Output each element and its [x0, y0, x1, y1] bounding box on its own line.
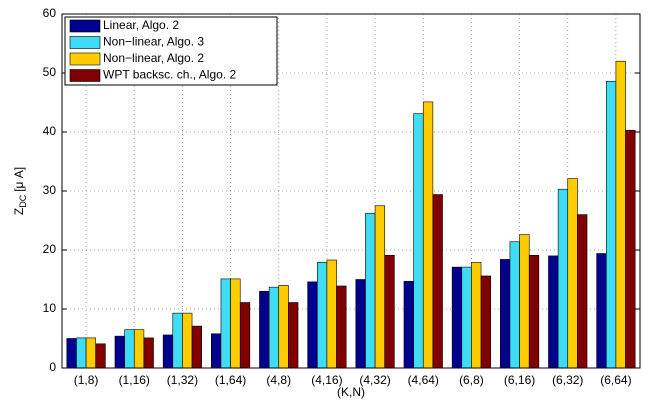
bar: [76, 337, 87, 369]
bar: [66, 338, 77, 369]
y-tick-label: 60: [43, 6, 57, 20]
bar: [451, 266, 463, 369]
bar: [143, 337, 154, 369]
x-tick-label: (1,64): [215, 373, 246, 387]
bar: [114, 335, 125, 369]
legend-label: Non−linear, Algo. 3: [103, 35, 204, 49]
bar: [432, 194, 443, 369]
legend-swatch: [69, 69, 101, 82]
bar: [365, 213, 376, 369]
bar: [374, 205, 386, 369]
bar: [577, 214, 588, 369]
x-tick-label: (1,32): [167, 373, 198, 387]
legend-swatch: [69, 52, 101, 66]
bar: [480, 275, 491, 369]
legend-swatch: [69, 19, 101, 33]
bar: [615, 60, 626, 369]
legend-label: Non−linear, Algo. 2: [103, 51, 204, 65]
legend-label: WPT backsc. ch., Algo. 2: [103, 68, 236, 82]
bar: [471, 262, 482, 369]
x-tick-label: (6,8): [459, 373, 484, 387]
bar: [191, 325, 202, 369]
y-axis-label-main: Z: [12, 208, 26, 215]
bar: [605, 80, 617, 369]
x-axis-label: (K,N): [337, 385, 365, 399]
bar: [625, 129, 636, 369]
bar: [548, 255, 559, 369]
legend-swatch: [69, 36, 101, 49]
x-tick-label: (6,32): [552, 373, 583, 387]
bar: [182, 312, 193, 369]
legend: Linear, Algo. 2 Non−linear, Algo. 3 Non−li…: [64, 16, 278, 86]
bar: [288, 302, 299, 369]
bar: [316, 262, 328, 369]
bar: [519, 234, 530, 369]
bar: [596, 253, 607, 369]
bar: [384, 255, 395, 369]
bar: [230, 278, 241, 369]
bar: [85, 337, 97, 369]
y-tick-label: 50: [43, 65, 57, 79]
bar: [162, 334, 174, 369]
y-tick-label: 10: [43, 301, 57, 315]
bar: [211, 333, 222, 369]
bar: [220, 278, 231, 369]
legend-label: Linear, Algo. 2: [103, 18, 179, 32]
bar: [326, 259, 337, 369]
bar: [557, 188, 569, 369]
legend-box: [64, 16, 278, 86]
plot-frame: [61, 13, 641, 369]
bar: [500, 259, 511, 369]
x-tick-label: (1,8): [74, 373, 99, 387]
y-tick-label: 0: [49, 360, 56, 374]
y-tick-label: 20: [43, 242, 57, 256]
bar: [124, 329, 135, 369]
bar: [336, 285, 347, 369]
bar: [95, 343, 106, 369]
x-tick-label: (1,16): [119, 373, 150, 387]
bar: [509, 241, 520, 369]
bar: [528, 255, 540, 369]
bar: [403, 280, 414, 369]
bar: [133, 329, 145, 369]
bar: [268, 286, 280, 369]
bar: [259, 290, 270, 369]
x-tick-label: (6,16): [504, 373, 535, 387]
bar: [567, 178, 578, 369]
bar: [355, 279, 366, 369]
x-tick-label: (4,16): [311, 373, 342, 387]
x-tick-label: (4,8): [266, 373, 291, 387]
bar: [307, 281, 318, 369]
bar: [278, 285, 289, 369]
x-tick-label: (4,64): [408, 373, 439, 387]
bar: [413, 113, 424, 369]
y-tick-label: 40: [43, 124, 57, 138]
y-axis-label-unit: [μ A]: [12, 167, 26, 192]
bar: [422, 101, 434, 369]
bar: [172, 312, 183, 369]
bar: [461, 266, 472, 369]
x-tick-label: (4,32): [359, 373, 390, 387]
bar: [239, 302, 251, 369]
y-axis-label-sub: DC: [18, 194, 28, 207]
x-tick-label: (6,64): [600, 373, 631, 387]
y-tick-label: 30: [43, 183, 57, 197]
y-axis-label: ZDC [μ A]: [12, 167, 28, 215]
